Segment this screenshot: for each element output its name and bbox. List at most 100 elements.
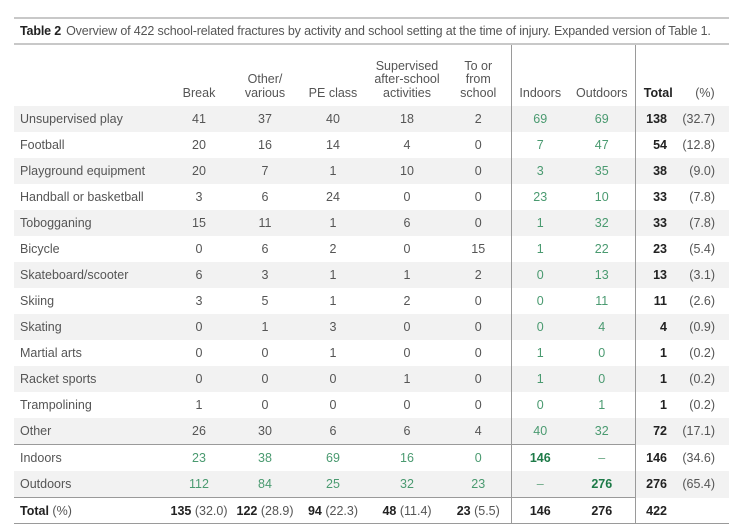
table-row: Other 26 30 6 6 4 40 32 72 (17.1) [14,418,729,445]
table-row: Martial arts 0 0 1 0 0 1 0 1 (0.2) [14,340,729,366]
table-row: Unsupervised play 41 37 40 18 2 69 69 138 (32.7) [14,106,729,132]
cell-indoors: 1 [510,236,569,262]
cell-other: 0 [261,398,269,412]
cell-tofrom: 0 [474,294,482,308]
cell-break: 0 [195,242,203,256]
cell-indoors: 146 [510,444,569,471]
cell-outdoors: 10 [594,190,609,204]
cell-outdoors: 276 [569,471,635,498]
cell-pe: 1 [329,346,337,360]
row-label: Tobogganing [14,210,166,236]
table-row: Trampolining 1 0 0 0 0 0 1 1 (0.2) [14,392,729,418]
table-bottom-rule [14,523,729,524]
cell-total-break: 135 (32.0) [166,497,232,524]
cell-total: 4 [634,314,681,340]
table-caption: Table 2 Overview of 422 school-related f… [14,17,729,45]
header-pe-class: PE class [308,85,358,100]
cell-outdoors: 1 [598,398,606,412]
cell-pct: (17.1) [681,418,729,445]
total-break-pct: (32.0) [194,504,228,518]
cell-pct: (65.4) [681,471,729,498]
table-row: Skateboard/scooter 6 3 1 1 2 0 13 13 (3.1) [14,262,729,288]
table-row: Bicycle 0 6 2 0 15 1 22 23 (5.4) [14,236,729,262]
total-other-pct: (28.9) [260,504,294,518]
cell-pct: (0.9) [681,314,729,340]
cell-grand-total-pct [681,498,729,525]
cell-total-indoors: 146 [510,497,569,524]
cell-outdoors: 69 [569,106,635,132]
cell-tofrom: 0 [446,314,511,340]
cell-indoors: 1 [510,366,569,392]
header-activity [14,45,166,106]
cell-other: 30 [232,418,298,445]
cell-outdoors: 0 [569,366,635,392]
cell-outdoors: 47 [594,138,609,152]
total-pe-pct: (22.3) [325,504,359,518]
cell-supervised: 0 [368,314,446,340]
row-label: Racket sports [14,366,166,392]
row-label: Football [20,138,65,152]
cell-total-other: 122 (28.9) [232,497,298,524]
setting-row: Outdoors 112 84 25 32 23–276 276 (65.4) [14,471,729,498]
cell-pct: (12.8) [682,138,715,152]
header-pct: (%) [695,85,715,100]
cell-break: 20 [192,138,206,152]
cell-pct: (7.8) [681,210,729,236]
cell-total: 13 [634,262,681,288]
total-label: Total [20,504,49,518]
cell-total: 23 [634,236,681,262]
cell-pct: (9.0) [681,158,729,184]
cell-total: 138 [634,106,681,132]
cell-pe: 40 [298,106,368,132]
cell-pe: 2 [329,242,337,256]
fractures-table: Break Other/various PE class Supervised a… [14,45,729,524]
caption-tag: Table 2 [20,24,62,38]
cell-break: 3 [195,190,203,204]
cell-pe: 24 [326,190,340,204]
cell-supervised: 4 [403,138,411,152]
cell-total: 276 [634,471,681,498]
table-row: Racket sports 0 0 0 1 0 1 0 1 (0.2) [14,366,729,392]
cell-pct: (34.6) [682,450,715,465]
row-label: Handball or basketball [20,190,144,204]
cell-outdoors: 11 [595,294,609,308]
cell-other: 38 [232,444,298,471]
cell-tofrom: 23 [446,471,511,498]
cell-break: 23 [166,444,232,471]
cell-pe: 1 [329,294,337,308]
cell-total-outdoors: 276 [569,497,635,524]
table-row: Tobogganing 15 11 1 6 0 1 32 33 (7.8) [14,210,729,236]
total-indoors-value: 146 [529,504,551,518]
cell-total: 1 [634,340,681,366]
cell-indoors: 3 [510,158,569,184]
cell-break: 112 [166,471,232,498]
cell-indoors: 7 [510,132,569,158]
cell-supervised: 10 [368,158,446,184]
row-label: Playground equipment [14,158,166,184]
cell-break: 41 [166,106,232,132]
cell-indoors: 23 [510,184,569,210]
cell-pct: (0.2) [681,366,729,392]
cell-supervised: 6 [368,210,446,236]
cell-break: 0 [166,314,232,340]
cell-pe: 6 [298,418,368,445]
cell-other: 1 [232,314,298,340]
cell-pe: 0 [329,398,337,412]
row-label: Indoors [14,444,166,471]
cell-indoors: 0 [510,314,569,340]
cell-pe: 0 [298,366,368,392]
cell-tofrom: 2 [446,106,511,132]
cell-break: 0 [195,346,203,360]
cell-outdoors: 35 [569,158,635,184]
cell-tofrom: 0 [446,366,511,392]
row-label: Martial arts [20,346,82,360]
cell-break: 20 [166,158,232,184]
header-row: Break Other/various PE class Supervised a… [14,45,729,106]
cell-supervised: 18 [368,106,446,132]
cell-break: 0 [166,366,232,392]
cell-supervised: 1 [368,262,446,288]
total-other-value: 122 [236,504,258,518]
cell-pct: (0.2) [689,346,715,360]
cell-supervised: 0 [403,190,411,204]
cell-supervised: 16 [368,444,446,471]
